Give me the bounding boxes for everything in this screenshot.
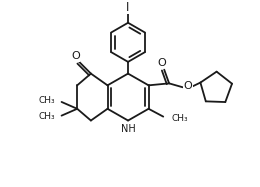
Text: CH₃: CH₃ bbox=[38, 96, 55, 105]
Text: O: O bbox=[71, 51, 80, 61]
Text: I: I bbox=[126, 1, 130, 14]
Text: CH₃: CH₃ bbox=[171, 114, 188, 123]
Text: CH₃: CH₃ bbox=[38, 112, 55, 121]
Text: NH: NH bbox=[121, 124, 135, 134]
Text: O: O bbox=[157, 58, 166, 68]
Text: O: O bbox=[183, 81, 192, 91]
